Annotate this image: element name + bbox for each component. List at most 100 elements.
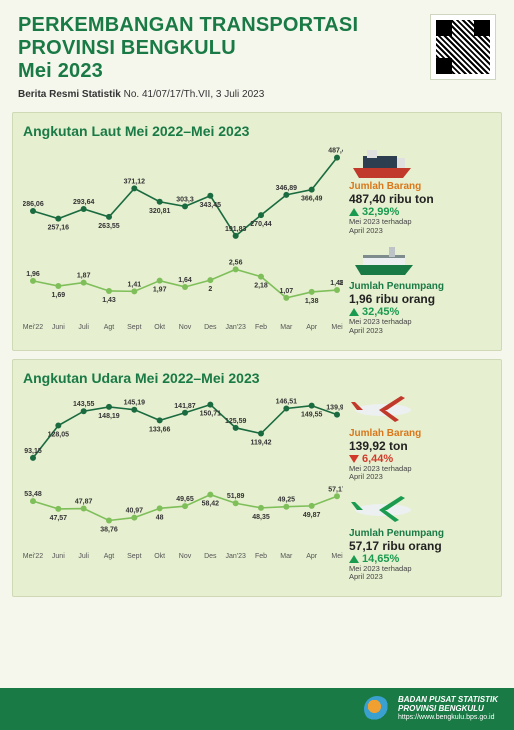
marker [233, 266, 239, 272]
footer-text: BADAN PUSAT STATISTIK PROVINSI BENGKULU … [398, 696, 498, 721]
value-label: 146,51 [276, 398, 298, 405]
x-axis-label: Juni [52, 553, 65, 560]
value-label: 1,07 [280, 288, 294, 295]
stat-value: 1,96 ribu orang [349, 292, 491, 306]
panel-air: Angkutan Udara Mei 2022–Mei 2023 93,15 12… [12, 359, 502, 598]
value-label: 1,43 [102, 297, 116, 304]
title-line3: Mei 2023 [18, 60, 103, 82]
x-axis-label: Mar [280, 553, 293, 560]
air-chart: 93,15 128,05 143,55148,19 145,19 133,66 141,8… [23, 390, 343, 591]
value-label: 148,19 [98, 412, 120, 419]
x-axis-label: Nov [179, 553, 192, 560]
x-axis-label: Agt [104, 553, 115, 560]
value-label: 145,19 [124, 399, 146, 406]
marker [207, 277, 213, 283]
value-label: 141,87 [174, 402, 196, 409]
marker [334, 155, 340, 161]
marker [81, 408, 87, 414]
footer: BADAN PUSAT STATISTIK PROVINSI BENGKULU … [0, 688, 514, 730]
marker [131, 288, 137, 294]
value-label-extra: 1,96 [339, 280, 343, 287]
footer-line2: PROVINSI BENGKULU [398, 705, 498, 714]
value-label: 487,4 [328, 148, 343, 155]
marker [283, 405, 289, 411]
x-axis-label: Feb [255, 324, 267, 331]
marker [106, 288, 112, 294]
value-label: 303,3 [176, 196, 194, 203]
value-label: 149,55 [301, 411, 323, 418]
value-label: 1,97 [153, 287, 167, 294]
value-label: 293,64 [73, 199, 95, 206]
marker [157, 199, 163, 205]
x-axis-label: Apr [306, 324, 318, 331]
plane-green-icon [349, 490, 491, 528]
marker [334, 287, 340, 293]
sea-chart: 286,06257,16293,64263,55371,12320,81303,… [23, 143, 343, 344]
value-label: 191,83 [225, 226, 247, 233]
panel-sea-title: Angkutan Laut Mei 2022–Mei 2023 [23, 123, 491, 139]
value-label: 257,16 [48, 225, 70, 232]
arrow-down-icon [349, 455, 359, 463]
x-axis-label: Okt [154, 324, 165, 331]
value-label: 128,05 [48, 431, 70, 438]
value-label: 263,55 [98, 223, 120, 230]
marker [131, 185, 137, 191]
marker [309, 187, 315, 193]
marker [258, 430, 264, 436]
ship-cargo-icon [349, 143, 491, 181]
value-label: 286,06 [23, 201, 44, 208]
value-label: 1,96 [26, 271, 40, 278]
stat-delta: 6,44% [349, 453, 491, 465]
x-axis-label: Mar [280, 324, 293, 331]
plane-red-icon [349, 390, 491, 428]
value-label: 320,81 [149, 208, 171, 215]
marker [309, 402, 315, 408]
stat-label: Jumlah Penumpang [349, 281, 491, 292]
stat-note: Mei 2023 terhadapApril 2023 [349, 465, 491, 482]
stat-block: Jumlah Penumpang57,17 ribu orang14,65%Me… [349, 490, 491, 582]
marker [309, 502, 315, 508]
marker [207, 491, 213, 497]
panel-air-title: Angkutan Udara Mei 2022–Mei 2023 [23, 370, 491, 386]
marker [30, 498, 36, 504]
value-label: 143,55 [73, 401, 95, 408]
value-label: 49,65 [176, 496, 194, 503]
stat-label: Jumlah Barang [349, 181, 491, 192]
value-label: 366,49 [301, 196, 323, 203]
subtitle-number: No. 41/07/17/Th.VII, 3 Juli 2023 [124, 89, 265, 100]
value-label: 51,89 [227, 493, 245, 500]
value-label: 49,25 [278, 496, 296, 503]
marker [233, 233, 239, 239]
marker [309, 289, 315, 295]
value-label: 57,17 [328, 486, 343, 493]
air-stats: Jumlah Barang139,92 ton6,44%Mei 2023 ter… [349, 390, 491, 591]
x-axis-label: Sept [127, 553, 141, 560]
value-label: 133,66 [149, 426, 171, 433]
marker [283, 295, 289, 301]
marker [182, 284, 188, 290]
value-label: 40,97 [126, 507, 144, 514]
value-label: 1,69 [52, 292, 66, 299]
x-axis-label: Juli [78, 553, 89, 560]
marker [30, 454, 36, 460]
marker [55, 283, 61, 289]
marker [157, 505, 163, 511]
stat-block: Jumlah Penumpang1,96 ribu orang32,45%Mei… [349, 243, 491, 335]
x-axis-label: Feb [255, 553, 267, 560]
value-label: 58,42 [202, 500, 220, 507]
value-label: 48 [156, 514, 164, 521]
marker [233, 424, 239, 430]
marker [258, 504, 264, 510]
arrow-up-icon [349, 308, 359, 316]
value-label: 93,15 [24, 447, 42, 454]
x-axis-label: Mei [331, 553, 343, 560]
x-axis-label: Mei'22 [23, 324, 43, 331]
x-axis-label: Des [204, 553, 217, 560]
x-axis-label: Okt [154, 553, 165, 560]
stat-value: 57,17 ribu orang [349, 539, 491, 553]
marker [233, 500, 239, 506]
value-label: 270,44 [250, 221, 272, 228]
sea-stats: Jumlah Barang487,40 ribu ton32,99%Mei 20… [349, 143, 491, 344]
x-axis-label: Mei [331, 324, 343, 331]
value-label: 1,41 [128, 281, 142, 288]
